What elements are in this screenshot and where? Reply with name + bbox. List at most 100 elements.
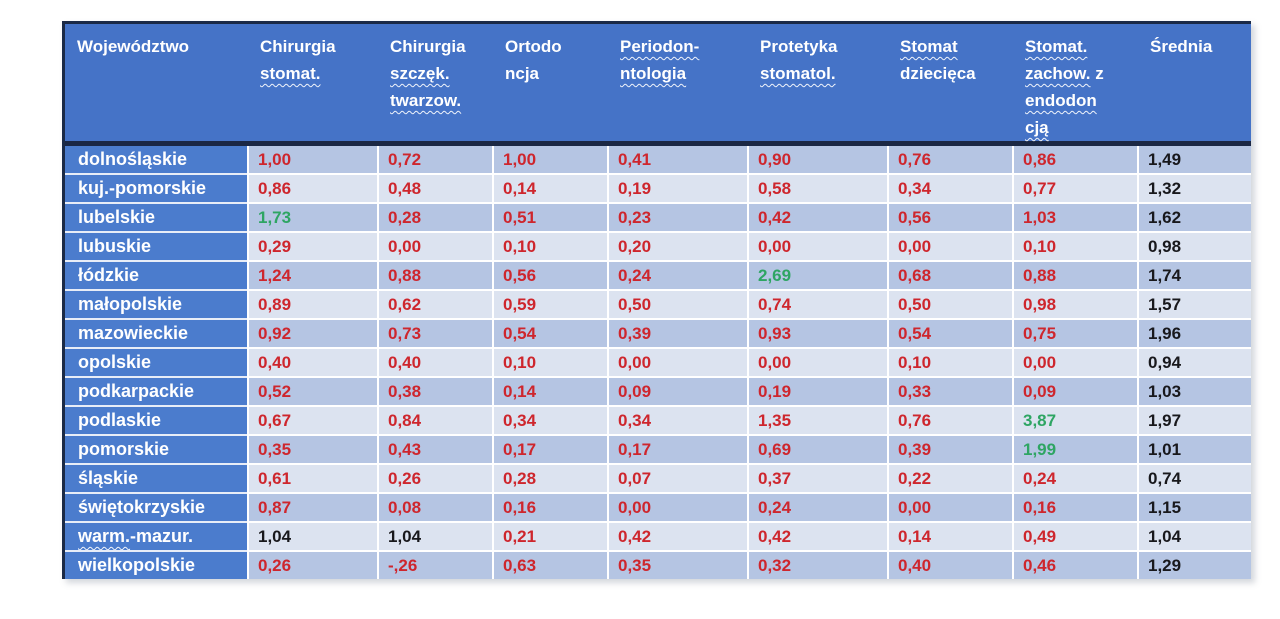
table-body: dolnośląskie 1,00 0,72 1,00 0,41 0,90 0,76 0,86… <box>65 143 1251 579</box>
header-line: ntologia <box>620 64 687 83</box>
value-cell: 0,14 <box>492 173 608 203</box>
header-line: dziecięca <box>900 64 976 83</box>
value-cell: 0,10 <box>1012 231 1138 261</box>
value-cell: 0,59 <box>492 289 608 319</box>
value-cell: 0,00 <box>747 347 888 377</box>
value-cell: 1,00 <box>492 143 608 174</box>
value-cell: 0,72 <box>377 143 493 174</box>
value-cell: 1,29 <box>1137 550 1251 579</box>
row-name-cell: małopolskie <box>65 289 248 319</box>
header-cell-ortodoncja: Ortodo ncja <box>493 24 608 146</box>
value-cell: 0,10 <box>492 231 608 261</box>
header-line: szczęk. <box>390 64 450 83</box>
table-row: świętokrzyskie 0,87 0,08 0,16 0,00 0,24 0,00 0,… <box>65 492 1251 522</box>
value-cell: 0,74 <box>1137 463 1251 493</box>
header-line: Stomat <box>900 37 958 56</box>
value-cell: 1,97 <box>1137 405 1251 435</box>
value-cell: 0,35 <box>607 550 748 579</box>
table-row: wielkopolskie 0,26 -,26 0,63 0,35 0,32 0,40 0,4… <box>65 550 1251 579</box>
value-cell: 0,23 <box>607 202 748 232</box>
header-line: ncja <box>505 64 540 83</box>
table-row: pomorskie 0,35 0,43 0,17 0,17 0,69 0,39 1,99 1,0… <box>65 434 1251 464</box>
value-cell: 0,28 <box>377 202 493 232</box>
table-row: opolskie 0,40 0,40 0,10 0,00 0,00 0,10 0,00 0,94 <box>65 347 1251 377</box>
value-cell: 0,41 <box>607 143 748 174</box>
row-name-cell: podkarpackie <box>65 376 248 406</box>
value-cell: 0,09 <box>607 376 748 406</box>
row-name-cell: kuj.-pomorskie <box>65 173 248 203</box>
value-cell: 0,52 <box>247 376 378 406</box>
value-cell: 0,90 <box>747 143 888 174</box>
value-cell: 0,69 <box>747 434 888 464</box>
value-cell: 0,43 <box>377 434 493 464</box>
value-cell: 1,01 <box>1137 434 1251 464</box>
value-cell: 0,28 <box>492 463 608 493</box>
header-cell-stomat-zachow-endodoncja: Stomat. zachow. z endodon cją <box>1013 24 1138 146</box>
value-cell: 0,51 <box>492 202 608 232</box>
row-name-cell: dolnośląskie <box>65 143 248 174</box>
header-line: stomat. <box>260 64 321 83</box>
specialists-table: Województwo Chirurgia stomat. Chirurgia szcz… <box>65 24 1251 579</box>
value-cell: 0,00 <box>607 347 748 377</box>
value-cell: 0,40 <box>247 347 378 377</box>
value-cell: 0,37 <box>747 463 888 493</box>
value-cell: 1,24 <box>247 260 378 290</box>
value-cell: 0,38 <box>377 376 493 406</box>
value-cell: 0,89 <box>247 289 378 319</box>
value-cell: 1,73 <box>247 202 378 232</box>
value-cell: 0,19 <box>607 173 748 203</box>
value-cell: 0,17 <box>607 434 748 464</box>
value-cell: 1,32 <box>1137 173 1251 203</box>
value-cell: 0,00 <box>887 231 1013 261</box>
value-cell: 0,00 <box>747 231 888 261</box>
value-cell: 0,46 <box>1012 550 1138 579</box>
value-cell: 0,73 <box>377 318 493 348</box>
value-cell: 0,40 <box>887 550 1013 579</box>
value-cell: 0,87 <box>247 492 378 522</box>
row-name-cell: opolskie <box>65 347 248 377</box>
header-cell-stomat-dziecieca: Stomat dziecięca <box>888 24 1013 146</box>
header-cell-chirurgia-stomat: Chirurgia stomat. <box>248 24 378 146</box>
header-line: Chirurgia <box>390 37 466 56</box>
value-cell: 0,26 <box>377 463 493 493</box>
value-cell: 0,54 <box>492 318 608 348</box>
value-cell: 0,63 <box>492 550 608 579</box>
row-name-cell: podlaskie <box>65 405 248 435</box>
table-row: dolnośląskie 1,00 0,72 1,00 0,41 0,90 0,76 0,86… <box>65 143 1251 174</box>
value-cell: 0,98 <box>1137 231 1251 261</box>
value-cell: 1,04 <box>1137 521 1251 551</box>
header-line: cją <box>1025 118 1049 137</box>
table-row: podkarpackie 0,52 0,38 0,14 0,09 0,19 0,33 0,09… <box>65 376 1251 406</box>
specialists-table-container: Województwo Chirurgia stomat. Chirurgia szcz… <box>62 21 1251 579</box>
value-cell: 0,86 <box>1012 143 1138 174</box>
value-cell: 0,14 <box>887 521 1013 551</box>
value-cell: 0,19 <box>747 376 888 406</box>
table-header: Województwo Chirurgia stomat. Chirurgia szcz… <box>65 24 1251 146</box>
header-cell-periodontologia: Periodon-ntologia <box>608 24 748 146</box>
value-cell: 0,75 <box>1012 318 1138 348</box>
value-cell: 0,26 <box>247 550 378 579</box>
row-name-cell: pomorskie <box>65 434 248 464</box>
row-name-cell: łódzkie <box>65 260 248 290</box>
value-cell: 0,35 <box>247 434 378 464</box>
header-line: Protetyka <box>760 37 838 56</box>
row-name-cell: lubelskie <box>65 202 248 232</box>
value-cell: 1,04 <box>377 521 493 551</box>
row-name-cell: świętokrzyskie <box>65 492 248 522</box>
value-cell: 0,08 <box>377 492 493 522</box>
value-cell: 0,33 <box>887 376 1013 406</box>
value-cell: 0,56 <box>887 202 1013 232</box>
value-cell: 0,40 <box>377 347 493 377</box>
value-cell: 1,03 <box>1012 202 1138 232</box>
header-line: Periodon- <box>620 37 700 56</box>
header-cell-chirurgia-szczek-twarzow: Chirurgia szczęk. twarzow. <box>378 24 493 146</box>
table-row: lubuskie 0,29 0,00 0,10 0,20 0,00 0,00 0,10 0,98 <box>65 231 1251 261</box>
value-cell: 0,76 <box>887 143 1013 174</box>
value-cell: 0,68 <box>887 260 1013 290</box>
row-name-cell: śląskie <box>65 463 248 493</box>
header-cell-wojewodztwo: Województwo <box>65 24 248 146</box>
value-cell: 0,24 <box>747 492 888 522</box>
value-cell: 1,99 <box>1012 434 1138 464</box>
row-name-cell: warm.-mazur. <box>65 521 248 551</box>
value-cell: 0,42 <box>747 202 888 232</box>
